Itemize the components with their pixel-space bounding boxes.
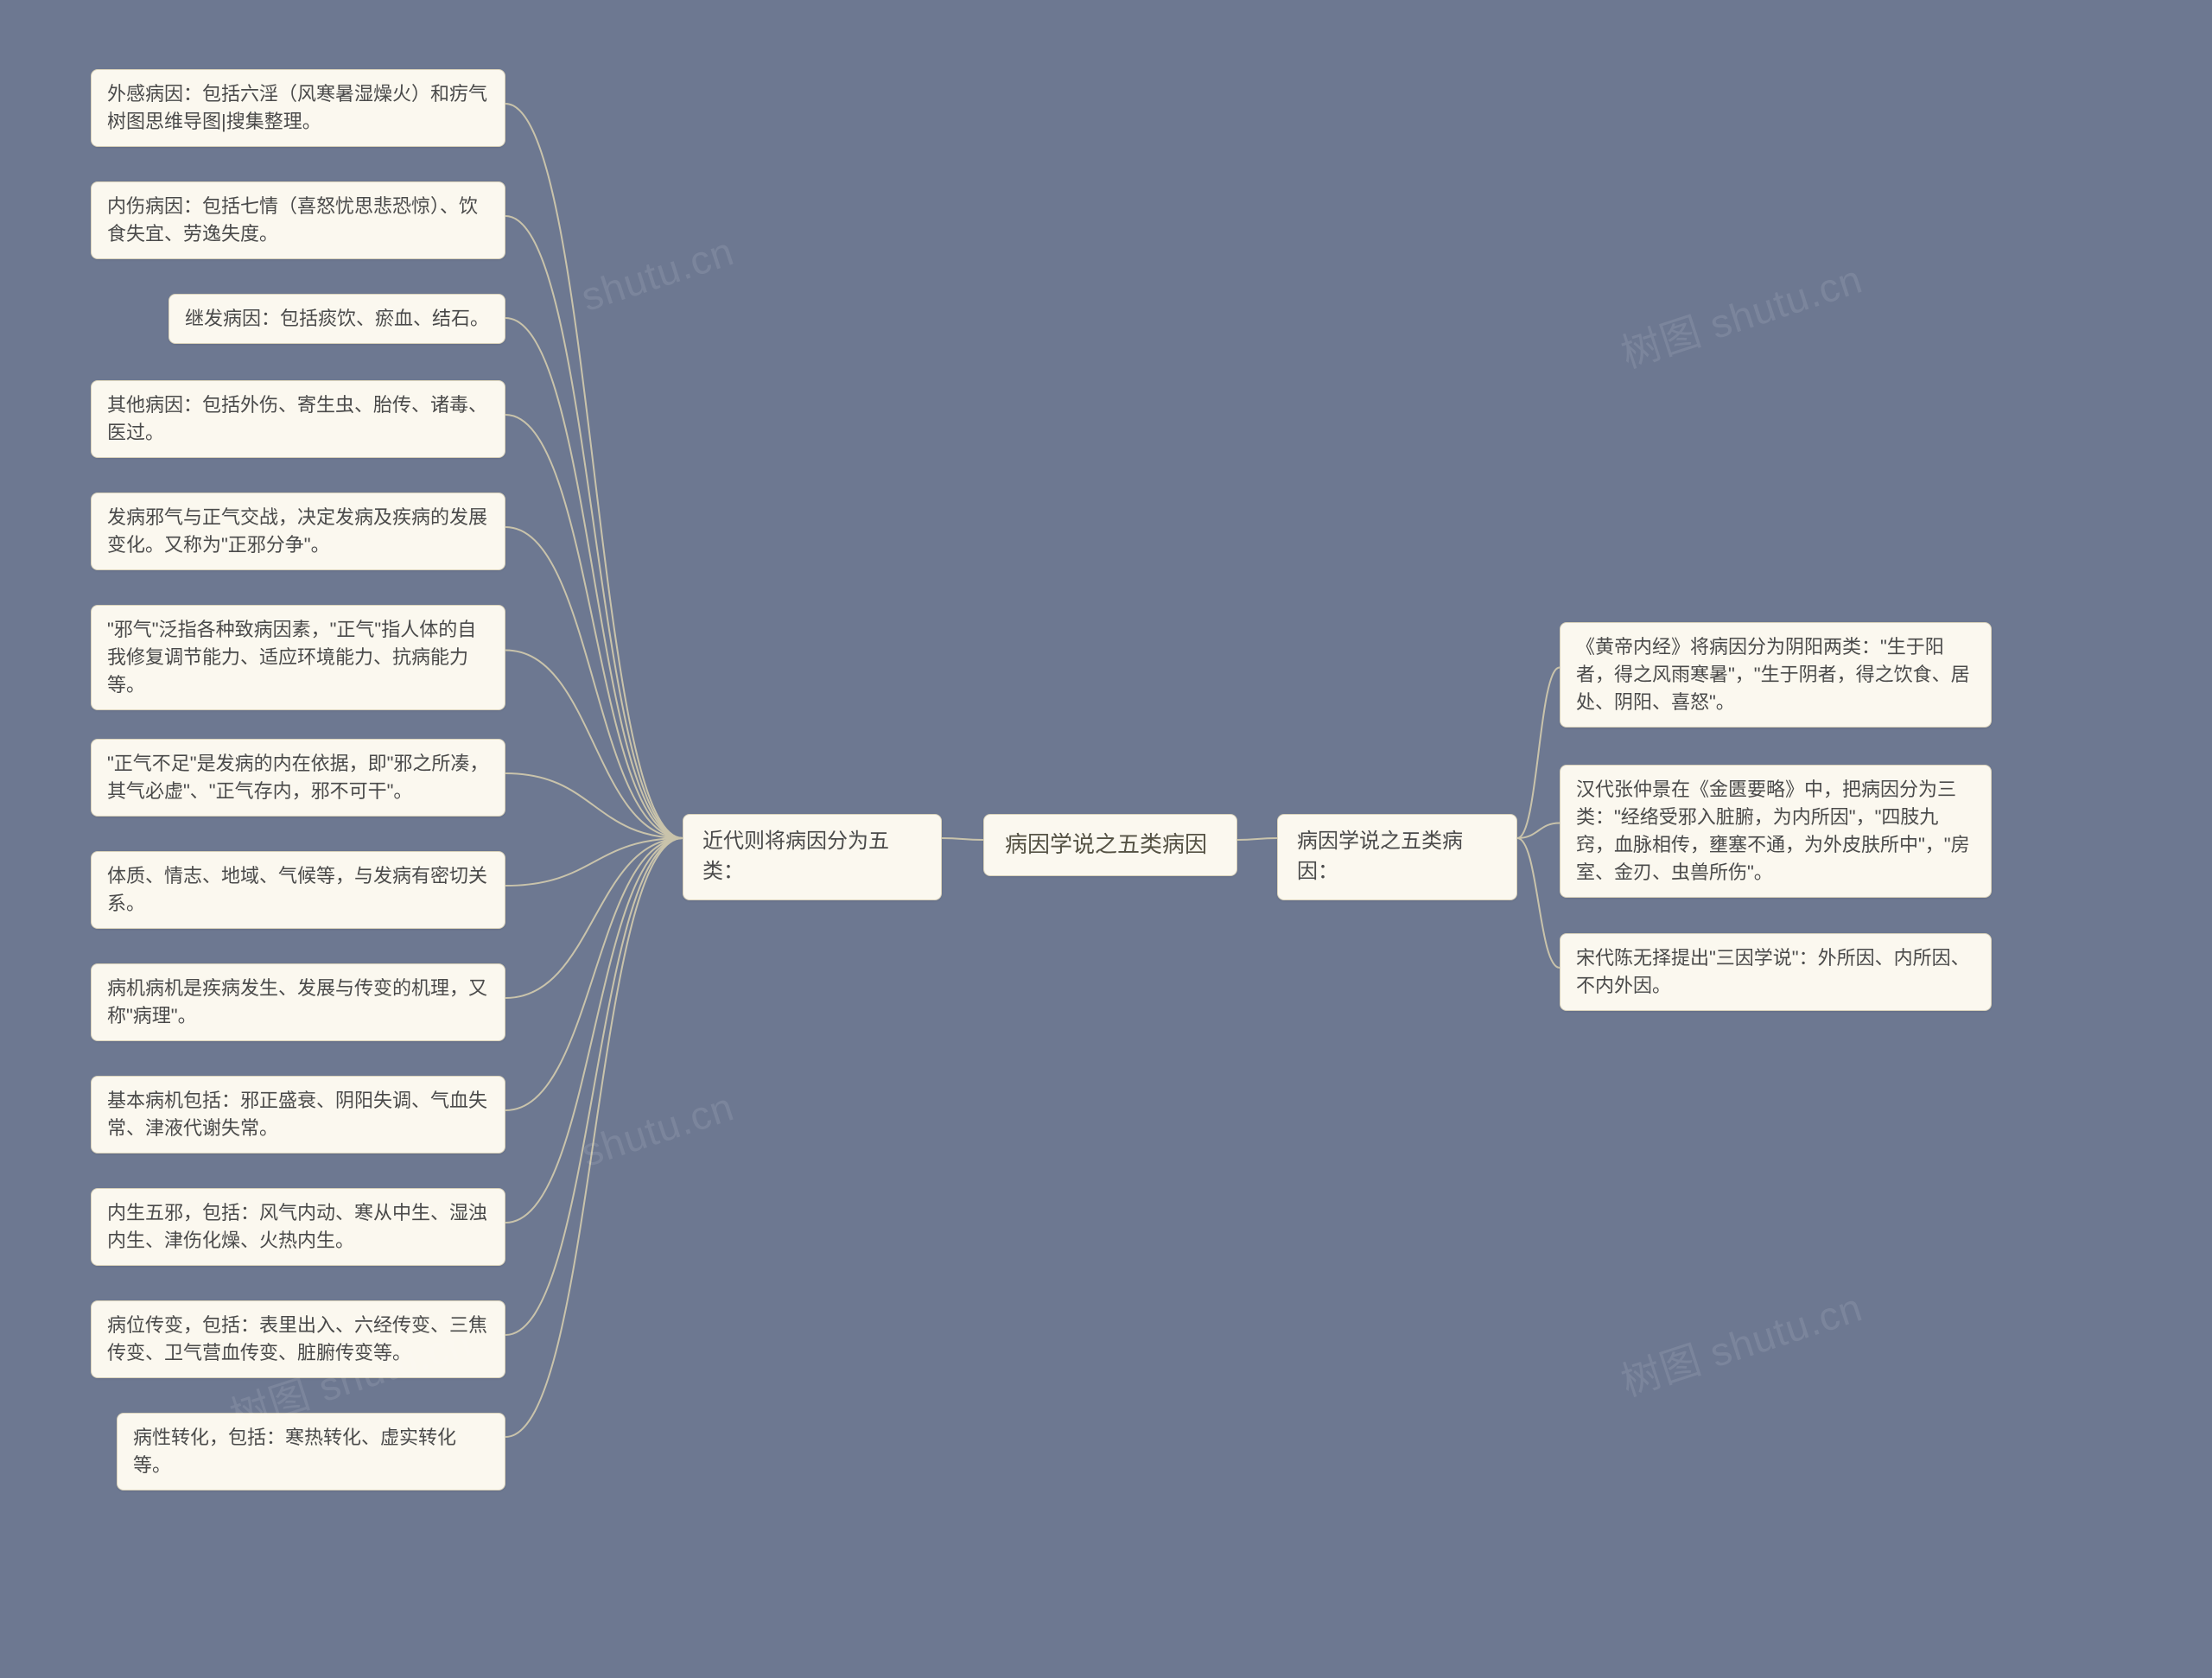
left-leaf-node: 病机病机是疾病发生、发展与传变的机理，又称"病理"。 — [91, 963, 505, 1041]
watermark-text: 树图 shutu.cn — [1613, 1276, 1869, 1408]
right-leaf-node: 《黄帝内经》将病因分为阴阳两类："生于阳者，得之风雨寒暑"，"生于阴者，得之饮食… — [1560, 622, 1992, 728]
left-leaf-node: 继发病因：包括痰饮、瘀血、结石。 — [168, 294, 505, 344]
left-leaf-node: 其他病因：包括外伤、寄生虫、胎传、诸毒、医过。 — [91, 380, 505, 458]
watermark-text: 树图 shutu.cn — [1613, 248, 1869, 379]
left-leaf-node: 发病邪气与正气交战，决定发病及疾病的发展变化。又称为"正邪分争"。 — [91, 493, 505, 570]
right-leaf-node: 宋代陈无择提出"三因学说"：外所因、内所因、不内外因。 — [1560, 933, 1992, 1011]
left-leaf-node: "邪气"泛指各种致病因素，"正气"指人体的自我修复调节能力、适应环境能力、抗病能… — [91, 605, 505, 710]
watermark-text: shutu.cn — [575, 1083, 740, 1176]
watermark-text: shutu.cn — [575, 227, 740, 321]
left-leaf-node: "正气不足"是发病的内在依据，即"邪之所凑，其气必虚"、"正气存内，邪不可干"。 — [91, 739, 505, 817]
left-leaf-node: 病性转化，包括：寒热转化、虚实转化等。 — [117, 1413, 505, 1490]
right-leaf-node: 汉代张仲景在《金匮要略》中，把病因分为三类："经络受邪入脏腑，为内所因"，"四肢… — [1560, 765, 1992, 898]
left-leaf-node: 体质、情志、地域、气候等，与发病有密切关系。 — [91, 851, 505, 929]
right-branch-node: 病因学说之五类病因： — [1277, 814, 1517, 900]
left-leaf-node: 内生五邪，包括：风气内动、寒从中生、湿浊内生、津伤化燥、火热内生。 — [91, 1188, 505, 1266]
left-leaf-node: 外感病因：包括六淫（风寒暑湿燥火）和疠气树图思维导图|搜集整理。 — [91, 69, 505, 147]
root-node: 病因学说之五类病因 — [983, 814, 1237, 876]
left-leaf-node: 基本病机包括：邪正盛衰、阴阳失调、气血失常、津液代谢失常。 — [91, 1076, 505, 1154]
left-leaf-node: 内伤病因：包括七情（喜怒忧思悲恐惊）、饮食失宜、劳逸失度。 — [91, 181, 505, 259]
left-leaf-node: 病位传变，包括：表里出入、六经传变、三焦传变、卫气营血传变、脏腑传变等。 — [91, 1300, 505, 1378]
left-branch-node: 近代则将病因分为五类： — [683, 814, 942, 900]
